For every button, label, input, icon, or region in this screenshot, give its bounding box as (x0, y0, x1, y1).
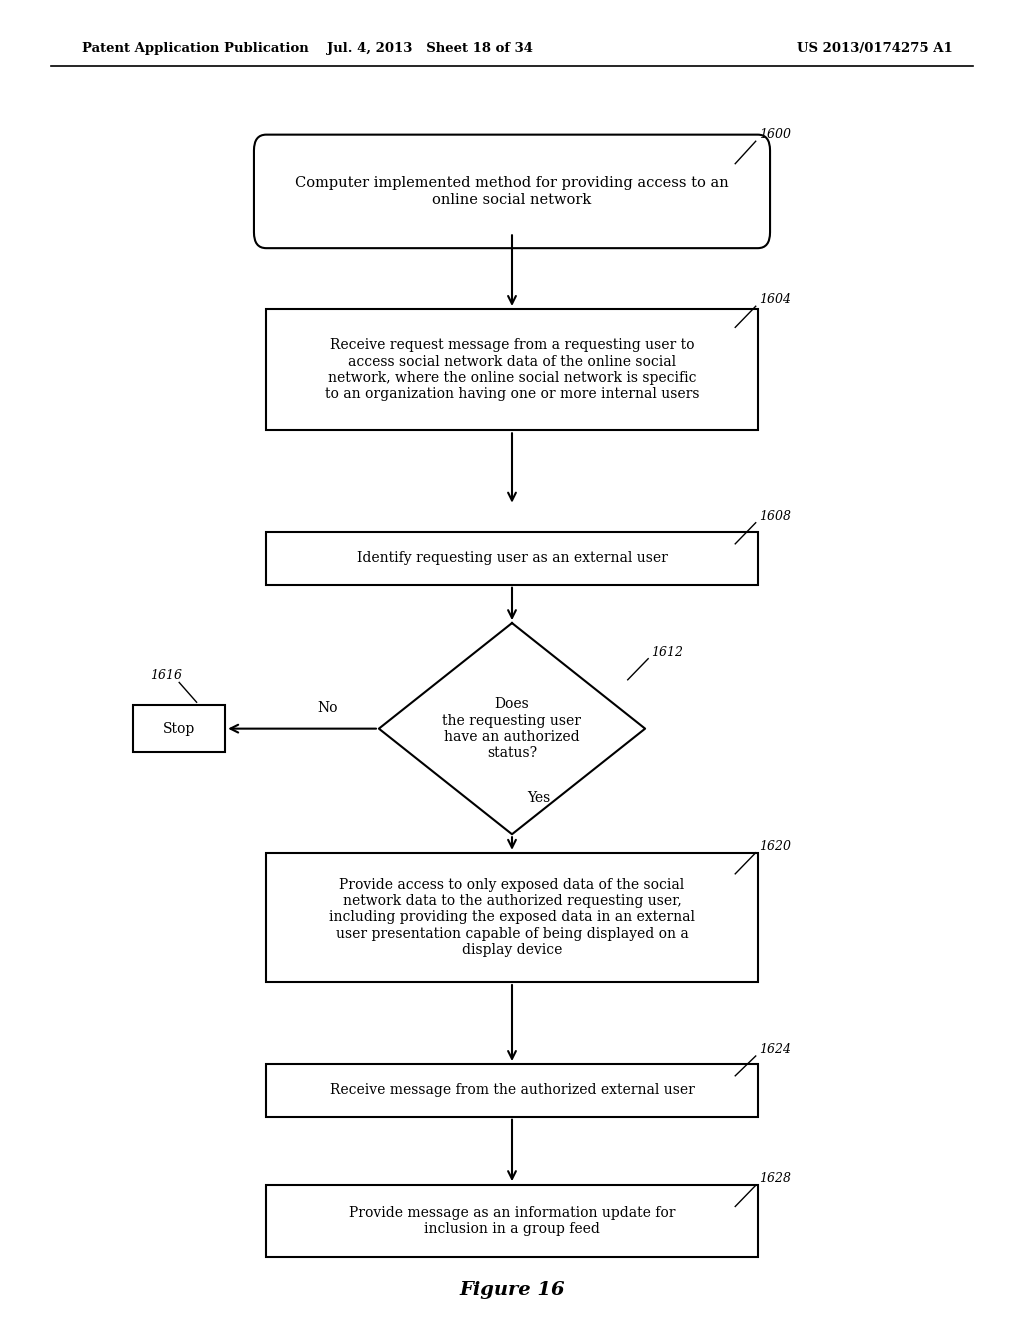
Text: 1612: 1612 (651, 645, 683, 659)
Bar (266, 532, 758, 585)
Text: Provide access to only exposed data of the social
network data to the authorized: Provide access to only exposed data of t… (329, 878, 695, 957)
Text: US 2013/0174275 A1: US 2013/0174275 A1 (797, 42, 952, 55)
FancyBboxPatch shape (254, 135, 770, 248)
Bar (266, 309, 758, 430)
Text: Jul. 4, 2013   Sheet 18 of 34: Jul. 4, 2013 Sheet 18 of 34 (327, 42, 534, 55)
Text: 1600: 1600 (759, 128, 791, 141)
Text: Does
the requesting user
have an authorized
status?: Does the requesting user have an authori… (442, 697, 582, 760)
Text: 1624: 1624 (759, 1043, 791, 1056)
Text: Computer implemented method for providing access to an
online social network: Computer implemented method for providin… (295, 177, 729, 206)
Text: 1628: 1628 (759, 1172, 791, 1185)
Text: Receive message from the authorized external user: Receive message from the authorized exte… (330, 1084, 694, 1097)
Text: 1604: 1604 (759, 293, 791, 306)
Bar (266, 853, 758, 982)
Bar (266, 1064, 758, 1117)
Text: No: No (317, 701, 338, 715)
Text: 1608: 1608 (759, 510, 791, 523)
Text: 1616: 1616 (151, 669, 182, 682)
Bar (266, 1185, 758, 1257)
Text: Yes: Yes (527, 791, 551, 805)
Text: 1620: 1620 (759, 840, 791, 853)
Text: Provide message as an information update for
inclusion in a group feed: Provide message as an information update… (349, 1206, 675, 1236)
Bar (133, 705, 225, 752)
Text: Receive request message from a requesting user to
access social network data of : Receive request message from a requestin… (325, 338, 699, 401)
Text: Identify requesting user as an external user: Identify requesting user as an external … (356, 552, 668, 565)
Text: Stop: Stop (163, 722, 196, 735)
Text: Figure 16: Figure 16 (459, 1280, 565, 1299)
Text: Patent Application Publication: Patent Application Publication (82, 42, 308, 55)
